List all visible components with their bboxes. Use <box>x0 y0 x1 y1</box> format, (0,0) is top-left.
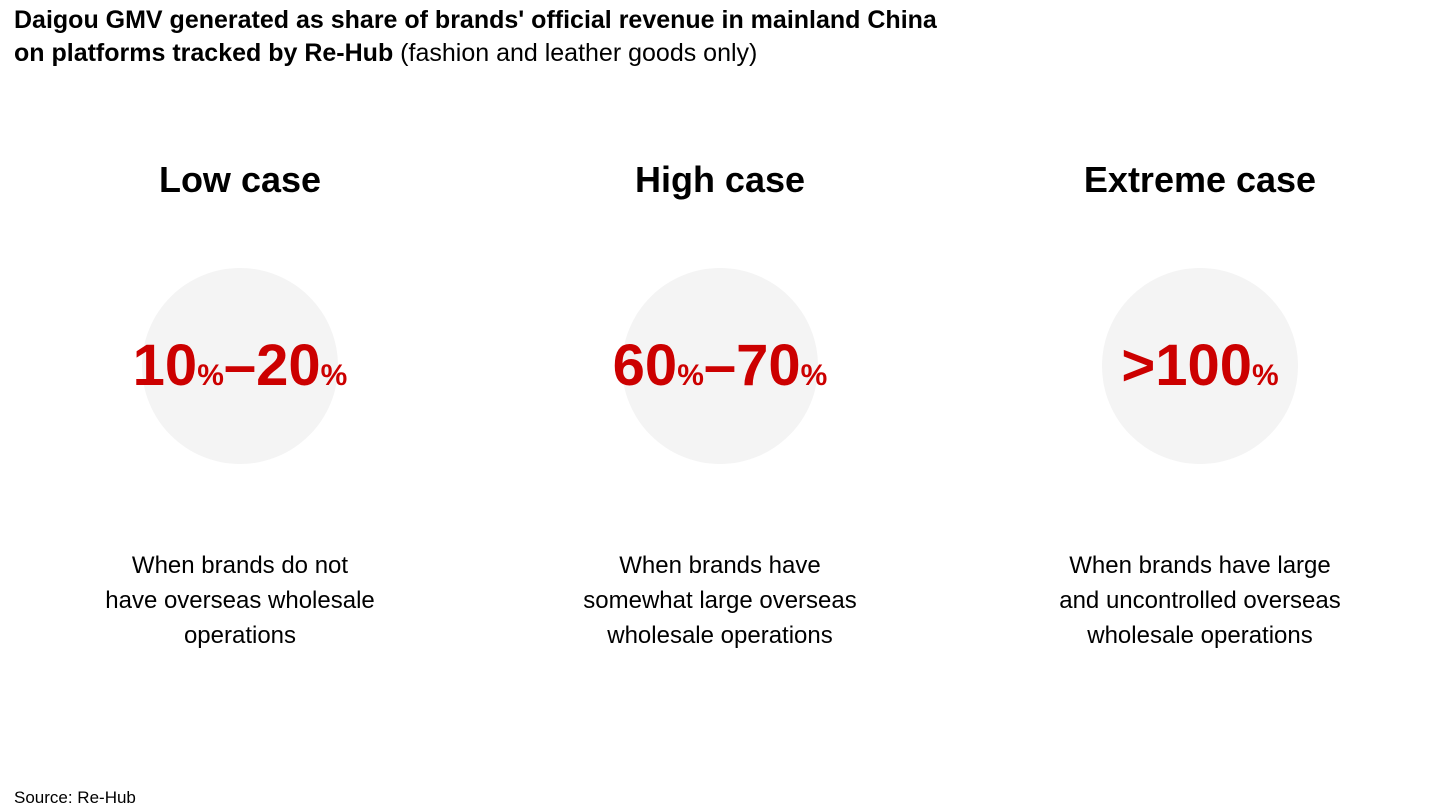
page-title: Daigou GMV generated as share of brands'… <box>14 4 937 70</box>
source-note: Source: Re-Hub <box>14 788 136 807</box>
case-label: Extreme case <box>1083 159 1317 200</box>
case-description: When brands do not have overseas wholesa… <box>105 552 375 649</box>
title-line2-bold: on platforms tracked by Re-Hub <box>14 39 394 67</box>
case-value: >100% <box>1121 333 1279 398</box>
value-circle: 60%–70% <box>613 268 827 464</box>
case-description: When brands have somewhat large overseas… <box>583 552 857 649</box>
case-value: 60%–70% <box>612 333 828 398</box>
case-column-extreme: Extreme case >100% When brands have larg… <box>960 158 1440 653</box>
case-label: High case <box>634 159 806 200</box>
value-circle: 10%–20% <box>133 268 347 464</box>
case-label: Low case <box>158 159 322 200</box>
title-line2-regular: (fashion and leather goods only) <box>393 39 758 67</box>
case-description: When brands have large and uncontrolled … <box>1059 552 1341 649</box>
case-column-high: High case 60%–70% When brands have somew… <box>480 158 960 653</box>
cases-row: Low case 10%–20% When brands do not have… <box>0 158 1440 653</box>
value-circle: >100% <box>1102 268 1298 464</box>
case-column-low: Low case 10%–20% When brands do not have… <box>0 158 480 653</box>
case-value: 10%–20% <box>132 333 348 398</box>
title-line1: Daigou GMV generated as share of brands'… <box>14 6 937 34</box>
